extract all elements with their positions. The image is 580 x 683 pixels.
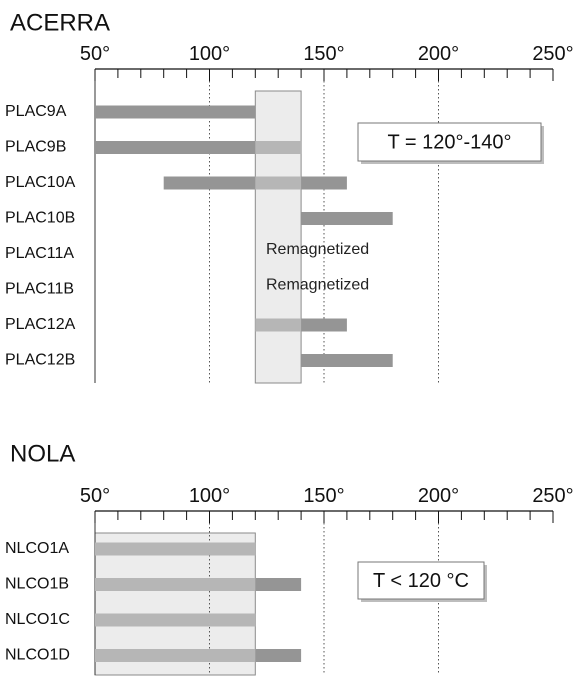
legend-box xyxy=(357,561,485,600)
legend-box xyxy=(357,122,542,162)
tick-label: 200° xyxy=(418,485,459,507)
legend-text: T < 120 °C xyxy=(373,570,469,592)
row-label: NLCO1B xyxy=(5,576,69,593)
tick-label: 100° xyxy=(189,485,230,507)
legend-text: T = 120°-140° xyxy=(387,131,511,153)
tick-label: 250° xyxy=(532,485,573,507)
tick-label: 250° xyxy=(532,43,573,65)
row-label: NLCO1C xyxy=(5,611,70,628)
row-label: PLAC10A xyxy=(5,174,76,191)
tick-label: 50° xyxy=(80,43,110,65)
range-bar-overlap xyxy=(255,141,302,154)
range-bar-overlap xyxy=(95,542,256,556)
highlight-band xyxy=(254,90,302,384)
row-label: PLAC9B xyxy=(5,139,66,156)
row-label: PLAC11A xyxy=(5,245,74,262)
panel-title: ACERRA xyxy=(10,9,110,36)
row-label: PLAC12B xyxy=(5,352,75,369)
row-label: PLAC9A xyxy=(5,103,67,120)
range-bar xyxy=(301,354,393,367)
tick-label: 200° xyxy=(418,43,459,65)
row-label: NLCO1D xyxy=(5,647,70,664)
row-label: PLAC10B xyxy=(5,210,75,227)
row-label: PLAC12A xyxy=(5,316,76,333)
range-bar xyxy=(95,141,302,154)
tick-label: 100° xyxy=(189,43,230,65)
tick-label: 150° xyxy=(303,43,344,65)
range-bar-overlap xyxy=(95,578,256,591)
remagnetized-note: Remagnetized xyxy=(266,241,369,258)
remagnetized-note: Remagnetized xyxy=(266,277,369,294)
range-bar-overlap xyxy=(95,649,256,662)
panel-acerra: ACERRA PLAC9A PLAC9B PLAC10A PLAC10B PLAC11A R… xyxy=(5,9,574,384)
range-bar-overlap xyxy=(255,318,302,332)
range-bar-overlap xyxy=(255,176,302,190)
range-bar xyxy=(163,176,347,190)
panel-title: NOLA xyxy=(10,440,75,467)
range-bar-overlap xyxy=(95,613,256,627)
range-bar xyxy=(95,105,256,119)
row-label: NLCO1A xyxy=(5,540,69,557)
tick-label: 150° xyxy=(303,485,344,507)
range-bar xyxy=(301,212,393,225)
row-label: PLAC11B xyxy=(5,281,74,298)
tick-label: 50° xyxy=(80,485,110,507)
panel-nola: NOLA NLCO1A NLCO1B NLCO1C NLCO1D 50° 100° 150° 2… xyxy=(5,440,574,676)
